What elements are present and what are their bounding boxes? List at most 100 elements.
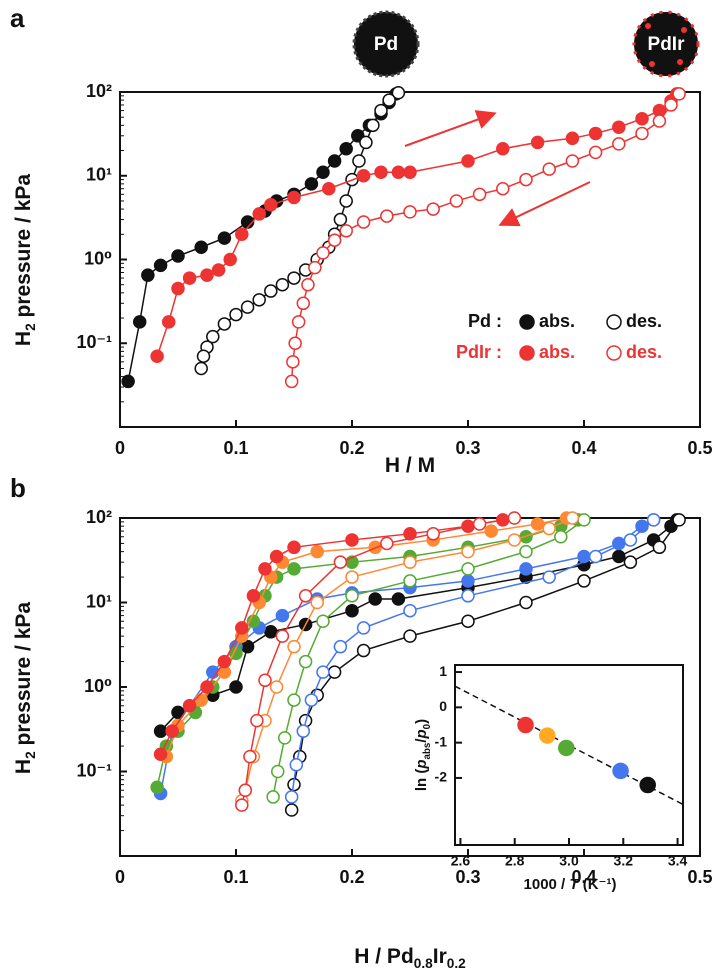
y-tick-label: 1 <box>439 663 447 679</box>
data-point <box>339 194 353 208</box>
label-part: H / M <box>385 454 435 477</box>
data-point <box>461 544 475 559</box>
data-point <box>345 533 359 547</box>
legend-group: Pd : <box>468 311 502 331</box>
legend-marker <box>606 345 622 361</box>
label-part: ) <box>413 719 430 724</box>
y-tick-label: 10⁻¹ <box>76 332 112 352</box>
label-part: 0 <box>422 723 433 729</box>
data-point <box>275 277 290 292</box>
data-point <box>461 574 475 588</box>
label-part: H / Pd <box>354 945 414 968</box>
pdir-sphere <box>632 10 700 78</box>
data-point <box>542 570 556 584</box>
data-point <box>235 798 249 812</box>
data-point <box>374 165 388 180</box>
data-point <box>461 589 475 603</box>
data-point <box>182 271 197 285</box>
label-part: H <box>12 331 35 346</box>
data-point <box>588 126 603 141</box>
data-point <box>380 536 394 551</box>
label-part: pressure / kPa <box>12 174 35 324</box>
data-point <box>277 731 292 745</box>
data-point <box>368 540 382 555</box>
x-tick-label: 0.3 <box>455 867 480 887</box>
x-tick-label: 0.1 <box>223 867 248 887</box>
x-tick-label: 0.5 <box>687 867 712 887</box>
series-line <box>156 519 579 788</box>
data-point <box>284 374 299 389</box>
data-point <box>304 693 319 707</box>
data-point <box>646 513 661 527</box>
plot: 2.6 2.8 3.0 3.2 3.4 1 0 -1 -2 <box>435 663 688 869</box>
label-part: pressure / kPa <box>12 602 35 752</box>
data-point <box>243 749 257 764</box>
data-point <box>588 145 603 160</box>
data-point <box>271 764 285 779</box>
data-point <box>288 336 302 350</box>
y-tick-label: 10⁻¹ <box>76 760 112 780</box>
label-part: ln ( <box>413 769 430 792</box>
x-axis-label: 1000 / T (K⁻¹) <box>524 876 617 893</box>
data-point <box>153 747 168 762</box>
data-point <box>333 555 348 569</box>
data-point <box>507 533 522 547</box>
series-line <box>165 517 567 757</box>
legend-label: abs. <box>539 311 575 331</box>
y-tick-label: 10⁰ <box>84 248 112 268</box>
data-point <box>296 724 311 738</box>
data-point <box>298 589 313 603</box>
data-point <box>316 614 330 628</box>
y-tick-label: 10² <box>86 81 112 101</box>
data-point <box>426 527 440 541</box>
y-axis-label: H2 pressure / kPa <box>12 602 39 775</box>
data-point <box>612 137 626 151</box>
desorption-arrow <box>498 181 591 227</box>
data-point <box>359 135 373 150</box>
data-point <box>165 724 179 738</box>
x-tick-label: 0.2 <box>339 867 364 887</box>
data-point <box>121 374 135 389</box>
y-tick-label: 10² <box>86 507 112 527</box>
label-part: 1000 / <box>524 876 570 893</box>
data-point <box>517 716 534 734</box>
data-point <box>612 120 626 134</box>
data-point <box>339 142 353 156</box>
data-point <box>356 169 371 183</box>
legend-group: PdIr : <box>456 342 502 362</box>
x-tick-label: 0.2 <box>339 438 364 458</box>
data-point <box>327 665 342 679</box>
data-point <box>664 98 678 112</box>
y-tick-label: 10¹ <box>86 165 112 185</box>
data-point <box>316 665 330 679</box>
data-point <box>356 215 371 229</box>
data-point <box>461 154 475 168</box>
data-point <box>211 263 226 277</box>
data-point <box>229 680 243 694</box>
data-point <box>461 562 475 576</box>
pd-sphere <box>352 10 420 78</box>
data-point <box>356 643 371 658</box>
data-point <box>380 209 394 223</box>
data-point <box>264 625 278 639</box>
data-point <box>284 803 299 817</box>
data-point <box>635 126 649 141</box>
data-point <box>316 165 330 180</box>
panel-label: a <box>10 3 25 33</box>
data-point <box>171 281 185 296</box>
data-point <box>635 519 649 533</box>
data-point <box>461 614 475 628</box>
data-point <box>403 165 417 180</box>
x-tick-label: 0.5 <box>687 438 712 458</box>
label-part: 0.8 <box>414 956 433 971</box>
y-tick-label: 10⁰ <box>84 676 112 696</box>
data-point <box>530 517 545 531</box>
data-point <box>333 212 348 227</box>
data-point <box>333 639 348 654</box>
legend-label: des. <box>626 311 662 331</box>
series-line <box>290 93 680 382</box>
data-point <box>612 762 629 780</box>
plot: 0 0.1 0.2 0.3 0.4 0.5 10⁻¹ 10⁰ 10¹ 10² <box>76 81 712 458</box>
data-point <box>530 135 545 150</box>
y-axis-label: H2 pressure / kPa <box>12 174 39 347</box>
